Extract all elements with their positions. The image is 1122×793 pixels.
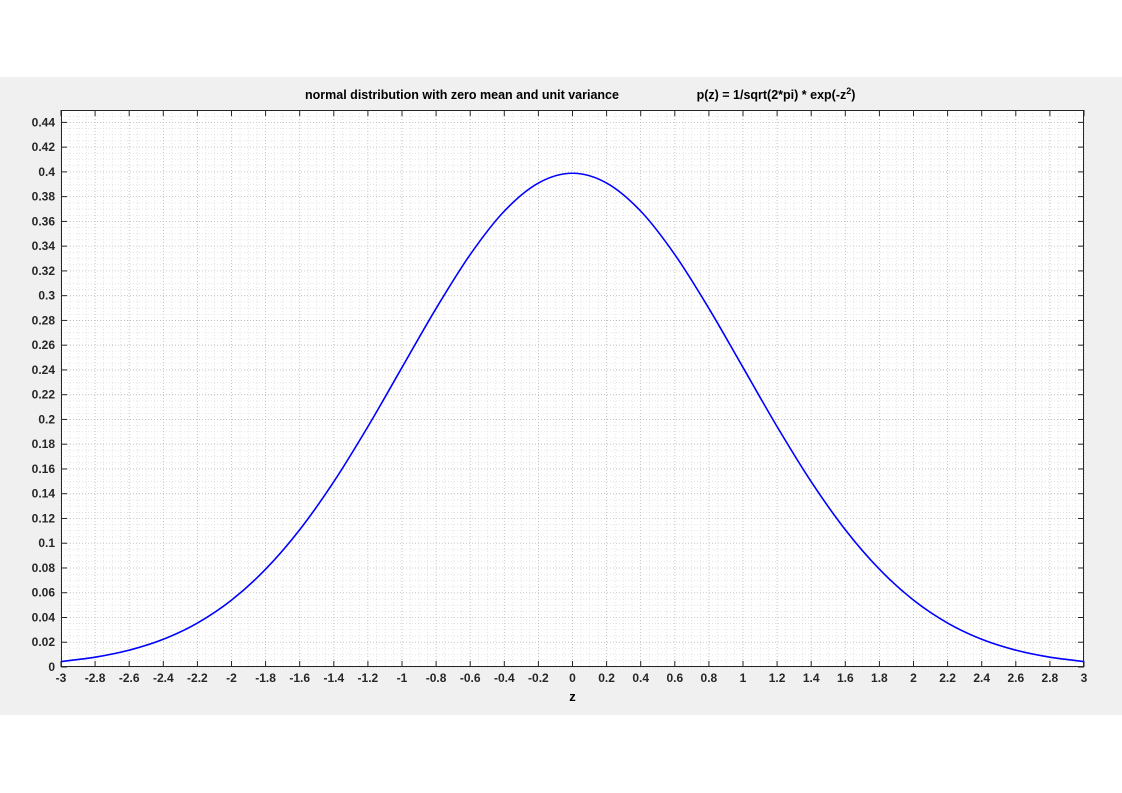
y-tick-label: 0.36: [32, 214, 56, 228]
y-tick-label: 0.26: [32, 338, 56, 352]
y-tick-label: 0.14: [32, 487, 56, 501]
y-tick-label: 0.08: [32, 561, 56, 575]
y-tick-label: 0: [48, 660, 55, 674]
x-tick-label: -0.8: [426, 671, 447, 685]
x-tick-label: -2.8: [85, 671, 106, 685]
x-tick-label: -1.8: [255, 671, 276, 685]
x-tick-label: 0.4: [632, 671, 649, 685]
y-tick-label: 0.3: [38, 289, 55, 303]
chart-title: normal distribution with zero mean and u…: [305, 88, 619, 102]
y-tick-label: 0.04: [32, 610, 56, 624]
x-tick-label: 0.8: [701, 671, 718, 685]
y-tick-label: 0.18: [32, 437, 56, 451]
chart-formula: p(z) = 1/sqrt(2*pi) * exp(-z2): [697, 86, 856, 102]
y-tick-label: 0.44: [32, 115, 56, 129]
x-tick-label: -1.2: [358, 671, 379, 685]
figure-window: normal distribution with zero mean and u…: [0, 77, 1122, 715]
y-tick-labels: 0 0.02 0.04 0.06 0.08 0.1 0.12 0.14 0.16 0.18 0.2 0…: [32, 115, 56, 674]
x-tick-label: 2: [910, 671, 917, 685]
x-tick-label: 2.4: [973, 671, 990, 685]
y-tick-label: 0.42: [32, 140, 56, 154]
series-line-normal-pdf: [60, 172, 1085, 663]
formula-prefix: p(z) = 1/sqrt(2*pi) * exp(-z: [697, 88, 847, 102]
y-tick-label: 0.38: [32, 190, 56, 204]
x-tick-label: -0.2: [528, 671, 549, 685]
x-tick-label: 1.2: [769, 671, 786, 685]
x-tick-label: 2.6: [1007, 671, 1024, 685]
major-grid: [60, 110, 1085, 668]
x-tick-label: 0.2: [598, 671, 615, 685]
x-tick-label: 2.8: [1042, 671, 1059, 685]
x-tick-label: 2.2: [939, 671, 956, 685]
y-tick-label: 0.22: [32, 388, 56, 402]
y-tick-label: 0.2: [38, 412, 55, 426]
x-tick-label: 1.6: [837, 671, 854, 685]
x-tick-label: 0: [569, 671, 576, 685]
y-tick-label: 0.4: [38, 165, 55, 179]
y-tick-label: 0.34: [32, 239, 56, 253]
x-tick-label: -2.4: [153, 671, 174, 685]
plot-border: [61, 110, 1084, 667]
y-tick-label: 0.1: [38, 536, 55, 550]
x-tick-labels: -3 -2.8 -2.6 -2.4 -2.2 -2 -1.8 -1.6 -1.4 -1.2 -1 -0…: [56, 671, 1088, 685]
formula-superscript: 2: [846, 86, 851, 96]
y-tick-label: 0.28: [32, 313, 56, 327]
x-tick-label: 1: [740, 671, 747, 685]
y-tick-label: 0.16: [32, 462, 56, 476]
y-tick-label: 0.32: [32, 264, 56, 278]
x-tick-label: -1.6: [289, 671, 310, 685]
x-tick-label: 0.6: [666, 671, 683, 685]
x-tick-label: 1.8: [871, 671, 888, 685]
formula-suffix: ): [851, 88, 855, 102]
x-tick-label: -2.2: [187, 671, 208, 685]
x-tick-label: 3: [1081, 671, 1088, 685]
x-tick-label: -1.4: [323, 671, 344, 685]
y-tick-label: 0.24: [32, 363, 56, 377]
x-tick-label: -0.6: [460, 671, 481, 685]
chart: normal distribution with zero mean and u…: [32, 86, 1088, 704]
x-tick-label: -3: [56, 671, 67, 685]
x-tick-label: -0.4: [494, 671, 515, 685]
x-tick-label: -1: [397, 671, 408, 685]
y-tick-label: 0.06: [32, 586, 56, 600]
y-tick-label: 0.02: [32, 635, 56, 649]
x-tick-label: -2: [226, 671, 237, 685]
x-axis-label: z: [569, 689, 576, 704]
x-tick-label: -2.6: [119, 671, 140, 685]
y-tick-label: 0.12: [32, 511, 56, 525]
x-tick-label: 1.4: [803, 671, 820, 685]
